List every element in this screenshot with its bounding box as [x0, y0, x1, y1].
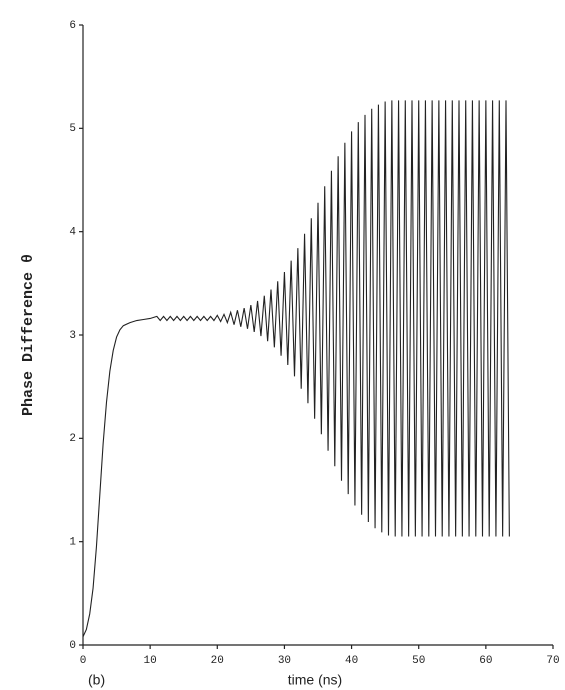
x-tick-label: 20 [211, 655, 224, 667]
x-tick-label: 50 [412, 655, 425, 667]
y-tick-label: 0 [69, 640, 76, 652]
x-tick-label: 60 [479, 655, 492, 667]
x-tick-label: 40 [345, 655, 358, 667]
annotation: (b) [88, 672, 105, 688]
y-axis-label: Phase Difference θ [20, 254, 37, 416]
y-tick-label: 1 [69, 537, 76, 549]
x-tick-label: 70 [546, 655, 559, 667]
x-axis-label: time (ns) [288, 672, 342, 688]
x-tick-label: 0 [80, 655, 87, 667]
y-tick-label: 2 [69, 433, 76, 445]
x-tick-label: 10 [144, 655, 157, 667]
y-tick-label: 5 [69, 123, 76, 135]
y-tick-label: 3 [69, 330, 76, 342]
x-tick-label: 30 [278, 655, 291, 667]
y-tick-label: 6 [69, 20, 76, 32]
y-tick-label: 4 [69, 227, 76, 239]
data-line [82, 100, 510, 637]
